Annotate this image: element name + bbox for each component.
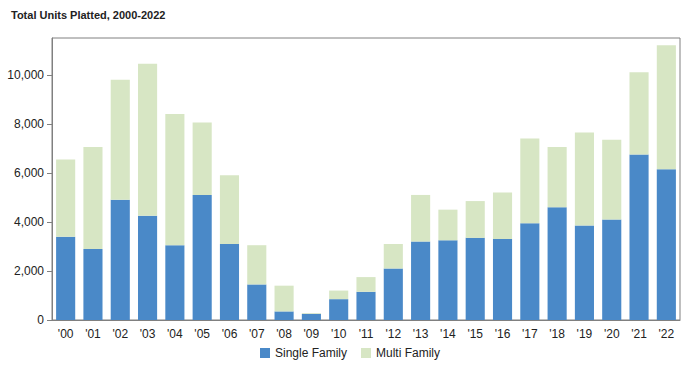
svg-text:'05: '05 [194,327,210,341]
svg-text:'17: '17 [522,327,538,341]
svg-text:'13: '13 [413,327,429,341]
svg-text:2,000: 2,000 [14,264,44,278]
svg-text:'03: '03 [140,327,156,341]
svg-text:'08: '08 [276,327,292,341]
svg-text:0: 0 [37,313,44,327]
svg-text:'18: '18 [549,327,565,341]
svg-text:6,000: 6,000 [14,166,44,180]
svg-text:'16: '16 [495,327,511,341]
svg-text:8,000: 8,000 [14,117,44,131]
svg-text:Single Family: Single Family [275,346,347,360]
svg-text:4,000: 4,000 [14,215,44,229]
svg-text:'01: '01 [85,327,101,341]
svg-text:Total Units Platted, 2000-2022: Total Units Platted, 2000-2022 [11,9,165,21]
svg-text:'09: '09 [304,327,320,341]
svg-text:'12: '12 [385,327,401,341]
svg-text:Multi Family: Multi Family [376,346,440,360]
svg-text:'15: '15 [467,327,483,341]
svg-text:10,000: 10,000 [7,68,44,82]
svg-text:'07: '07 [249,327,265,341]
svg-text:'20: '20 [604,327,620,341]
svg-text:'22: '22 [659,327,675,341]
svg-text:'10: '10 [331,327,347,341]
svg-text:'19: '19 [577,327,593,341]
svg-text:'02: '02 [112,327,128,341]
svg-text:'04: '04 [167,327,183,341]
svg-text:'06: '06 [222,327,238,341]
svg-text:'11: '11 [359,327,374,341]
svg-text:'14: '14 [440,327,456,341]
svg-text:'21: '21 [631,327,647,341]
svg-text:'00: '00 [58,327,74,341]
